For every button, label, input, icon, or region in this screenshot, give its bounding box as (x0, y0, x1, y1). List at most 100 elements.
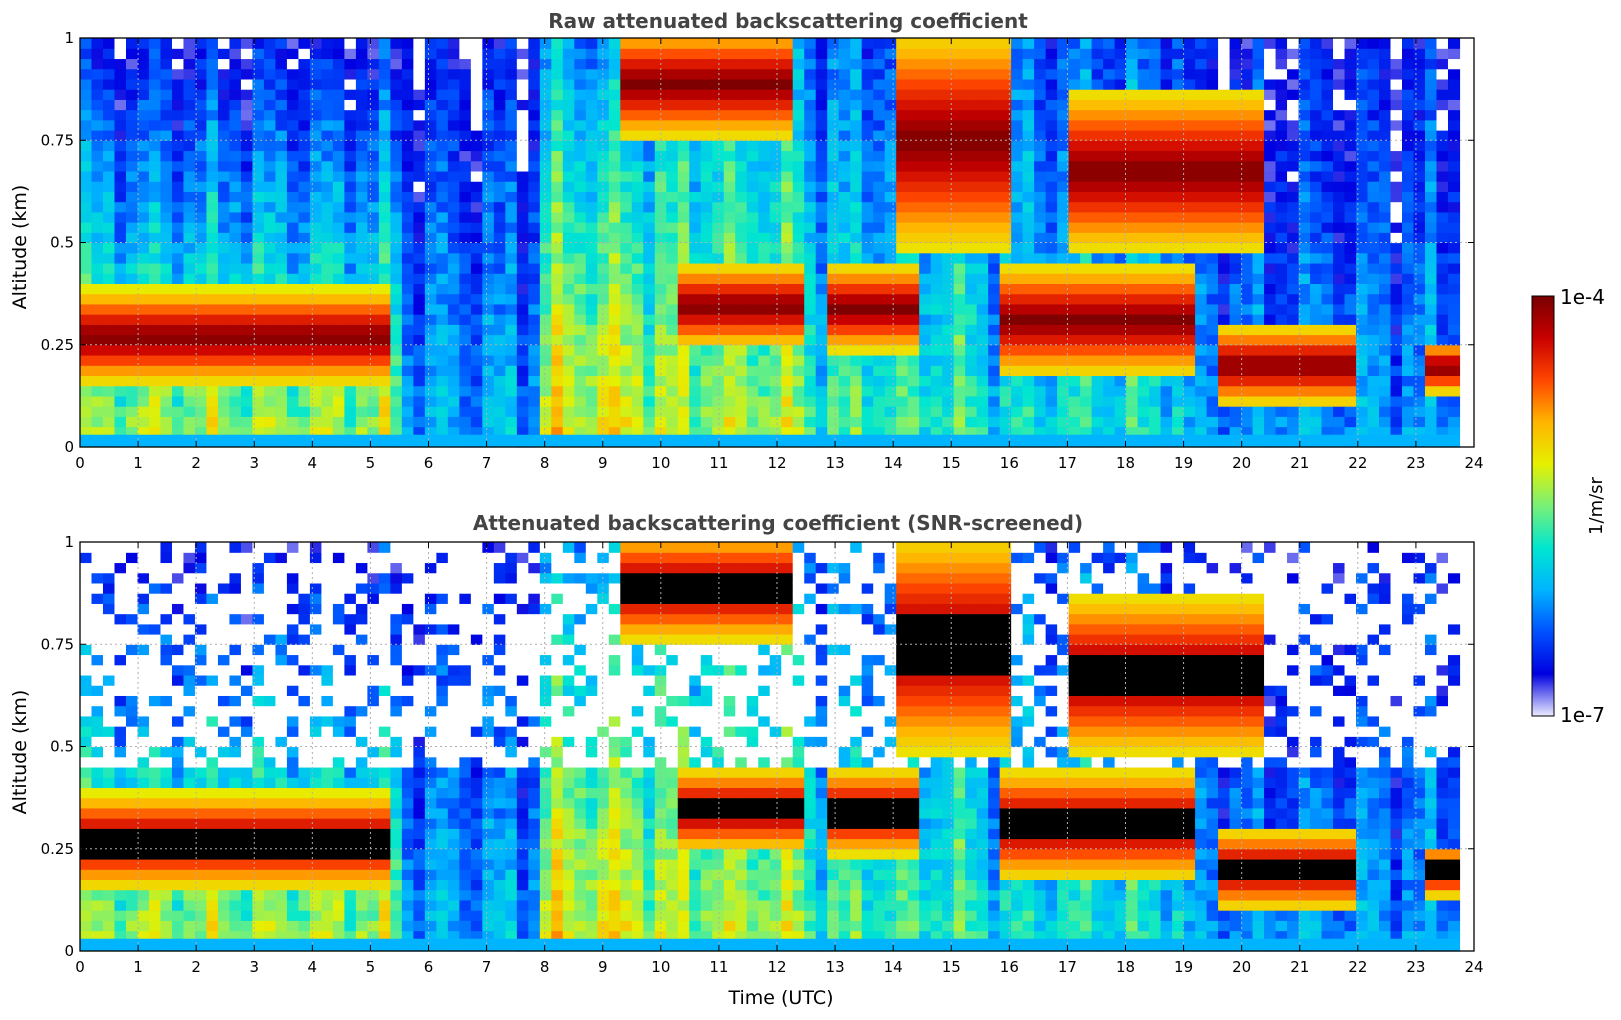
heatmap-cell (597, 365, 610, 377)
heatmap-cell (344, 365, 357, 377)
heatmap-cell (470, 89, 483, 100)
heatmap-cell (309, 273, 323, 284)
heatmap-cell (953, 252, 966, 264)
heatmap-cell (424, 314, 437, 325)
heatmap-cell (206, 68, 219, 80)
heatmap-cell (505, 416, 518, 428)
heatmap-cell (976, 416, 989, 428)
heatmap-cell (1424, 140, 1438, 152)
heatmap-cell (1402, 130, 1415, 141)
heatmap-cell (551, 354, 564, 366)
heatmap-cell (712, 89, 725, 100)
heatmap-cell (367, 283, 380, 295)
heatmap-cell (988, 58, 1001, 70)
heatmap-cell (516, 262, 529, 274)
heatmap-cell (1057, 181, 1070, 192)
heatmap-cell (528, 365, 541, 377)
heatmap-cell (1045, 293, 1058, 305)
heatmap-cell (1137, 211, 1150, 223)
heatmap-cell (838, 109, 851, 121)
heatmap-cell (631, 385, 644, 397)
heatmap-cell (861, 89, 874, 100)
heatmap-cell (1160, 334, 1173, 346)
heatmap-cell (528, 99, 541, 111)
heatmap-cell (1310, 181, 1323, 192)
heatmap-cell (1137, 426, 1150, 438)
heatmap-cell (838, 211, 851, 223)
heatmap-cell (1402, 48, 1415, 60)
heatmap-cell (1310, 273, 1323, 284)
heatmap-cell (102, 222, 116, 233)
heatmap-cell (309, 314, 323, 325)
heatmap-cell (1287, 283, 1300, 295)
heatmap-cell (1057, 334, 1070, 346)
heatmap-cell (436, 130, 449, 141)
heatmap-cell (102, 78, 116, 90)
heatmap-cell (919, 140, 932, 152)
heatmap-cell (1379, 375, 1392, 387)
heatmap-cell (286, 426, 300, 438)
heatmap-cell (171, 38, 185, 49)
heatmap-cell (1126, 130, 1139, 141)
heatmap-cell (1034, 354, 1047, 366)
heatmap-cell (1321, 222, 1334, 233)
heatmap-cell (1149, 48, 1162, 60)
heatmap-cell (470, 273, 483, 284)
heatmap-cell (1149, 109, 1162, 121)
heatmap-cell (206, 109, 219, 121)
heatmap-cell (80, 848, 93, 860)
heatmap-cell (930, 375, 943, 387)
heatmap-cell (401, 89, 414, 100)
heatmap-cell (1103, 262, 1116, 274)
heatmap-cell (666, 406, 679, 417)
heatmap-cell (505, 324, 518, 336)
heatmap-cell (252, 232, 265, 244)
heatmap-cell (1011, 222, 1024, 233)
heatmap-cell (873, 416, 886, 428)
heatmap-cell (1447, 38, 1461, 49)
heatmap-cell (942, 191, 955, 203)
heatmap-cell (1137, 99, 1150, 111)
heatmap-cell (114, 170, 127, 182)
heatmap-cell (1068, 150, 1081, 162)
x-tick-label: 18 (1116, 454, 1135, 472)
heatmap-cell (1424, 222, 1438, 233)
heatmap-cell (137, 109, 150, 121)
heatmap-cell (712, 416, 725, 428)
heatmap-cell (884, 314, 897, 325)
heatmap-cell (907, 140, 920, 152)
heatmap-cell (999, 181, 1012, 192)
heatmap-cell (666, 181, 679, 192)
heatmap-cell (827, 262, 840, 274)
heatmap-cell (286, 273, 300, 284)
heatmap-cell (1447, 119, 1461, 131)
heatmap-cell (608, 334, 621, 346)
heatmap-cell (1356, 191, 1369, 203)
heatmap-cell (505, 160, 518, 172)
heatmap-cell (1126, 201, 1139, 213)
heatmap-cell (424, 58, 437, 70)
heatmap-cell (252, 201, 265, 213)
heatmap-cell (1298, 262, 1311, 274)
heatmap-cell (229, 38, 242, 49)
heatmap-cell (80, 416, 93, 428)
heatmap-cell (263, 334, 277, 346)
heatmap-cell (183, 130, 196, 141)
heatmap-cell (528, 78, 541, 90)
heatmap-cell (597, 78, 610, 90)
heatmap-cell (884, 140, 897, 152)
heatmap-cell (689, 89, 702, 100)
heatmap-cell (114, 406, 127, 417)
heatmap-cell (1011, 273, 1024, 284)
heatmap-cell (999, 406, 1012, 417)
heatmap-cell (148, 191, 162, 203)
heatmap-cell (229, 395, 242, 407)
heatmap-cell (781, 119, 794, 131)
heatmap-cell (919, 191, 932, 203)
heatmap-cell (677, 365, 690, 377)
heatmap-cell (999, 48, 1012, 60)
heatmap-cell (1379, 140, 1392, 152)
heatmap-cell (781, 242, 794, 254)
heatmap-cell (401, 416, 414, 428)
heatmap-cell (321, 140, 334, 152)
